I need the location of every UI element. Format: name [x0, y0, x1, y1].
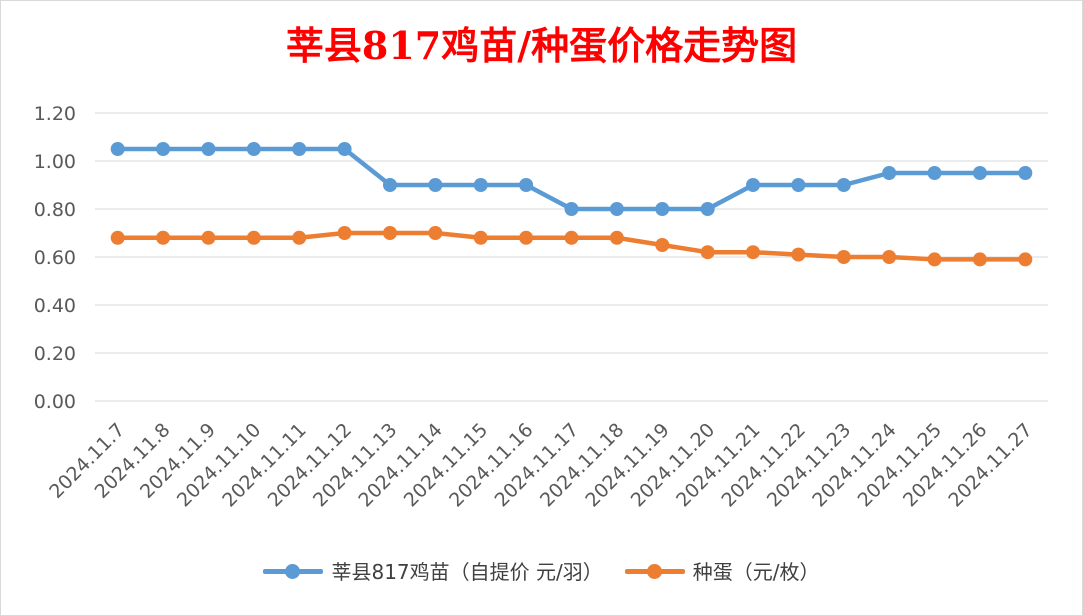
data-point — [609, 202, 624, 216]
data-point — [927, 252, 942, 267]
data-point — [519, 230, 534, 245]
legend-item-chick: 莘县817鸡苗（自提价 元/羽） — [263, 556, 603, 585]
data-point — [292, 142, 307, 156]
legend-label-egg: 种蛋（元/枚） — [692, 560, 820, 584]
y-axis-ticks: 0.00 0.20 0.40 0.60 0.80 1.00 1.20 — [34, 103, 76, 413]
y-tick-label: 1.20 — [34, 103, 76, 125]
data-point — [791, 178, 806, 192]
data-point — [156, 142, 171, 156]
y-tick-label: 0.80 — [34, 199, 76, 221]
data-point — [746, 245, 761, 260]
data-point — [564, 230, 579, 245]
data-point — [882, 250, 897, 264]
data-point — [473, 230, 488, 245]
data-point — [428, 226, 443, 240]
legend-item-egg: 种蛋（元/枚） — [624, 556, 820, 585]
data-point — [201, 142, 216, 156]
data-point — [564, 202, 579, 216]
data-point — [156, 230, 171, 245]
data-point — [428, 178, 443, 192]
data-point — [1018, 166, 1033, 180]
x-axis-ticks: 2024.11.72024.11.82024.11.92024.11.10202… — [45, 419, 1037, 511]
data-point — [110, 142, 125, 156]
series-lines — [110, 142, 1033, 267]
data-point — [836, 250, 851, 264]
data-point — [201, 230, 216, 245]
data-point — [473, 178, 488, 192]
data-point — [746, 178, 761, 192]
legend-marker-egg — [624, 561, 685, 581]
data-point — [246, 230, 261, 245]
data-point — [700, 245, 715, 260]
data-point — [1018, 252, 1033, 267]
y-tick-label: 0.60 — [34, 247, 76, 269]
series-0 — [110, 142, 1033, 216]
data-point — [655, 238, 670, 252]
y-tick-label: 0.40 — [34, 295, 76, 317]
data-point — [655, 202, 670, 216]
series-1 — [110, 226, 1033, 267]
data-point — [110, 230, 125, 245]
data-point — [292, 230, 307, 245]
legend-marker-chick — [263, 561, 324, 581]
data-point — [246, 142, 261, 156]
data-point — [791, 247, 806, 262]
data-point — [519, 178, 534, 192]
y-tick-label: 0.00 — [34, 391, 76, 413]
data-point — [972, 252, 987, 267]
data-point — [927, 166, 942, 180]
data-point — [972, 166, 987, 180]
data-point — [382, 226, 397, 240]
data-point — [700, 202, 715, 216]
legend: 莘县817鸡苗（自提价 元/羽） 种蛋（元/枚） — [0, 556, 1083, 585]
chart-title: 莘县817鸡苗/种蛋价格走势图 — [285, 23, 798, 68]
data-point — [382, 178, 397, 192]
data-point — [836, 178, 851, 192]
data-point — [337, 226, 352, 240]
y-tick-label: 0.20 — [34, 343, 76, 365]
data-point — [882, 166, 897, 180]
data-point — [337, 142, 352, 156]
y-tick-label: 1.00 — [34, 151, 76, 173]
legend-label-chick: 莘县817鸡苗（自提价 元/羽） — [331, 560, 603, 584]
data-point — [609, 230, 624, 245]
